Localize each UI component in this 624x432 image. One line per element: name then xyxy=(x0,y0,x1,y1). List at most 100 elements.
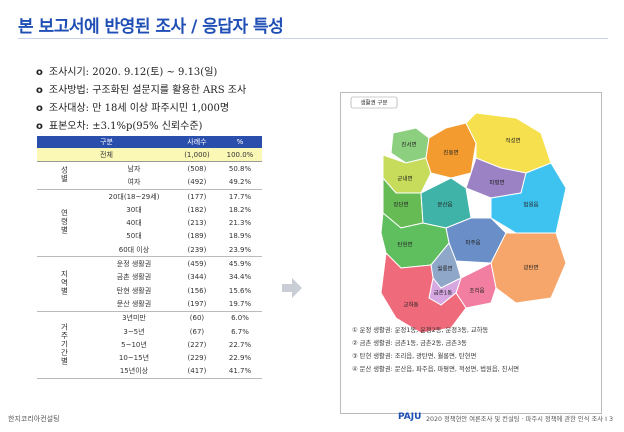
footer-company: 한지코리아컨설팅 xyxy=(8,415,60,423)
cell: 30대 xyxy=(126,205,142,214)
region-label: 탄현면 xyxy=(397,241,412,249)
data-row: 문산 생활권 (197) 19.7% xyxy=(37,297,262,312)
cell: 운정 생활권 xyxy=(116,260,152,269)
cell: (197) xyxy=(175,297,218,312)
region-label: 진서면 xyxy=(401,141,416,149)
cell: (417) xyxy=(175,364,218,380)
bullet: 표본오차: ±3.1%p(95% 신뢰수준) xyxy=(36,118,246,136)
legend-item: ③ 탄현 생활권: 조리읍, 광탄면, 월롱면, 탄현면 xyxy=(352,353,477,360)
cell: 금촌 생활권 xyxy=(116,273,152,282)
data-row: 3~5년 (67) 6.7% xyxy=(37,325,262,338)
region-label: 교하동 xyxy=(403,301,418,309)
legend-item: ④ 문산 생활권: 문산읍, 파주읍, 파평면, 적성면, 법원읍, 진서면 xyxy=(352,366,520,373)
bullet: 조사대상: 만 18세 이상 파주시민 1,000명 xyxy=(36,100,246,118)
cell: (60) xyxy=(189,314,205,323)
region-label: 법원읍 xyxy=(523,201,538,209)
data-row: 10~15년 (229) 22.9% xyxy=(37,351,262,364)
cell: 21.3% xyxy=(228,219,252,228)
divider xyxy=(18,38,608,39)
cell: 50대 xyxy=(126,232,142,241)
legend-item: ① 운정 생활권: 운정1동, 운정2동, 운정3동, 교하동 xyxy=(352,327,489,334)
footer-text: 2020 정책현안 여론조사 및 컨설팅 · 파주시 정책에 관한 인식 조사 … xyxy=(426,416,613,423)
cell: (67) xyxy=(189,327,205,336)
cell: 40대 xyxy=(126,219,142,228)
data-row: 탄현 생활권 (156) 15.6% xyxy=(37,284,262,297)
cell: 3~5년 xyxy=(123,327,145,336)
cell: 22.9% xyxy=(228,354,252,363)
data-row: 15년이상 (417) 41.7% xyxy=(37,364,262,380)
data-row: 30대 (182) 18.2% xyxy=(37,203,262,216)
region-label: 적성면 xyxy=(505,137,520,145)
map-title: 생활권 구분 xyxy=(360,99,387,107)
bullet: 조사방법: 구조화된 설문지를 활용한 ARS 조사 xyxy=(36,82,246,100)
bullet: 조사시기: 2020. 9.12(토) ~ 9.13(일) xyxy=(36,64,246,82)
group-cell: 지역별 xyxy=(37,256,92,312)
region-label: 군내면 xyxy=(397,175,412,183)
cell: 45.9% xyxy=(228,260,252,269)
cell: 3년미만 xyxy=(122,314,146,323)
cell: (229) xyxy=(187,354,207,363)
region-label: 파평면 xyxy=(489,179,504,187)
map-legend: ① 운정 생활권: 운정1동, 운정2동, 운정3동, 교하동 ② 금촌 생활권:… xyxy=(352,324,519,376)
header-cell: 구분 xyxy=(37,136,176,148)
region-label: 광탄면 xyxy=(523,264,538,272)
cell: 6.0% xyxy=(231,314,249,323)
total-row: 전체 (1,000) 100.0% xyxy=(37,148,262,163)
cell: 20대(18~29세) xyxy=(108,192,160,201)
cell: 22.7% xyxy=(228,340,252,349)
cell: (239) xyxy=(175,243,218,258)
cell: 6.7% xyxy=(231,327,249,336)
data-row: 50대 (189) 18.9% xyxy=(37,230,262,243)
data-row: 40대 (213) 21.3% xyxy=(37,216,262,229)
arrow xyxy=(282,278,302,298)
cell: 41.7% xyxy=(217,364,262,380)
cell: 49.2% xyxy=(217,175,262,190)
cell: 탄현 생활권 xyxy=(116,286,152,295)
map-box: 생활권 구분 진서면 군내면 진동면 적성면 파평면 장단면 문산읍 법원읍 파주읍 탄현면 월롱면… xyxy=(340,92,602,414)
region-label: 파주읍 xyxy=(465,239,480,247)
group-label: 지역별 xyxy=(60,270,69,296)
cell: 문산 생활권 xyxy=(92,297,176,312)
total-cell: 100.0% xyxy=(217,148,262,163)
data-row: 여자 (492) 49.2% xyxy=(37,175,262,190)
cell: 18.9% xyxy=(228,232,252,241)
cell: (189) xyxy=(187,232,207,241)
group-cell: 성별 xyxy=(37,161,92,190)
cell: 남자 xyxy=(127,164,141,173)
cell: (177) xyxy=(187,192,207,201)
group-label: 연령별 xyxy=(60,209,69,235)
data-row: 성별 남자 (508) 50.8% xyxy=(37,161,262,190)
region-label: 금촌1동 xyxy=(434,289,453,297)
region-label: 장단면 xyxy=(393,201,408,209)
total-cell: 전체 xyxy=(37,148,176,163)
map-regions xyxy=(380,112,567,334)
cell: 10~15년 xyxy=(118,354,150,363)
cell: 17.7% xyxy=(228,192,252,201)
cell: (492) xyxy=(175,175,218,190)
header-row: 구분 사례수% xyxy=(37,136,262,148)
total-cell: (1,000) xyxy=(175,148,218,163)
header-cell: % xyxy=(217,136,262,148)
data-row: 거주기간별 3년미만 (60) 6.0% xyxy=(37,311,262,380)
data-row: 5~10년 (227) 22.7% xyxy=(37,338,262,351)
group-cell: 연령별 xyxy=(37,189,92,258)
footer-logo: PAJU xyxy=(398,412,422,422)
data-row: 연령별 20대(18~29세) (177) 17.7% xyxy=(37,189,262,258)
region-label: 월롱면 xyxy=(437,265,452,273)
region-label: 조리읍 xyxy=(469,287,484,295)
cell: 15.6% xyxy=(228,286,252,295)
header-cell: 사례수 xyxy=(175,136,218,148)
data-row: 금촌 생활권 (344) 34.4% xyxy=(37,271,262,284)
cell: 50.8% xyxy=(228,164,252,173)
cell: (344) xyxy=(187,273,207,282)
title: 본 보고서에 반영된 조사 / 응답자 특성 xyxy=(18,17,284,37)
cell: 23.9% xyxy=(217,243,262,258)
data-row: 60대 이상 (239) 23.9% xyxy=(37,243,262,258)
cell: (227) xyxy=(187,340,207,349)
bullet-list: 조사시기: 2020. 9.12(토) ~ 9.13(일)조사방법: 구조화된 … xyxy=(36,64,246,136)
group-cell: 거주기간별 xyxy=(37,311,92,380)
cell: (182) xyxy=(187,205,207,214)
map-title-box xyxy=(350,96,398,109)
